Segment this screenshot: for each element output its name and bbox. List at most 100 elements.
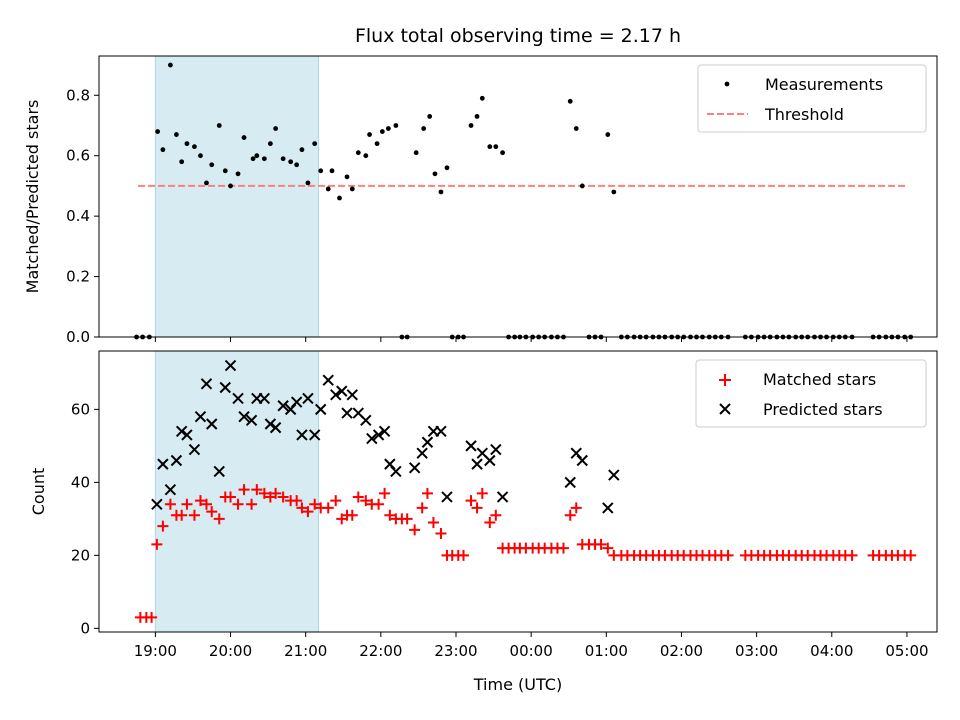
predicted-star-point [188, 443, 201, 456]
matched-star-point [258, 487, 270, 499]
x-tick-label: 23:00 [434, 642, 477, 660]
matched-star-point [330, 495, 342, 507]
predicted-star-point [269, 421, 282, 434]
matched-star-point [379, 487, 391, 499]
top-observing-span [154, 55, 319, 338]
predicted-star-point [157, 458, 169, 470]
measurement-point [179, 159, 185, 165]
legend-matched-marker [719, 374, 731, 386]
measurement-point [192, 144, 197, 150]
matched-star-point [157, 520, 169, 532]
measurement-point [363, 153, 369, 159]
predicted-star-point [564, 476, 576, 489]
legend-measurements-label: Measurements [765, 75, 883, 94]
measurement-point [374, 141, 380, 147]
measurement-point [444, 165, 450, 171]
matched-star-point [200, 498, 212, 510]
bottom-y-axis-label: Count [29, 468, 48, 516]
measurement-point [385, 126, 391, 131]
matched-star-point [373, 498, 385, 510]
matched-star-point [291, 495, 303, 507]
measurement-point [337, 195, 342, 201]
predicted-star-point [181, 429, 193, 441]
measurement-point [421, 126, 427, 131]
y-tick-label: 0.2 [66, 268, 90, 286]
x-tick-label: 05:00 [885, 642, 928, 660]
predicted-star-point [378, 425, 391, 437]
predicted-star-point [194, 410, 207, 423]
x-tick-label: 02:00 [660, 642, 703, 660]
x-tick-label: 19:00 [134, 642, 177, 660]
predicted-star-point [576, 454, 588, 467]
predicted-star-point [366, 432, 378, 445]
predicted-star-point [435, 425, 447, 437]
predicted-star-point [290, 396, 303, 408]
predicted-star-point [465, 440, 477, 452]
matched-star-point [346, 509, 358, 521]
measurement-point [427, 114, 433, 119]
matched-star-point [564, 509, 576, 521]
predicted-star-point [441, 491, 453, 503]
matched-star-point [465, 495, 477, 507]
top-axes-frame [98, 55, 938, 338]
matched-star-point [151, 538, 163, 550]
matched-star-point [194, 495, 206, 507]
predicted-star-point [608, 469, 620, 481]
predicted-star-point [421, 436, 434, 448]
top-legend-box [697, 64, 927, 133]
predicted-star-point [372, 429, 385, 441]
matched-star-point [238, 484, 250, 496]
measurement-point [241, 135, 247, 140]
predicted-star-point [602, 502, 614, 514]
predicted-star-point [490, 443, 502, 456]
matched-star-point [905, 549, 917, 561]
x-axis-label: Time (UTC) [473, 675, 562, 694]
y-tick-label: 0 [80, 619, 90, 637]
matched-star-point [570, 502, 582, 514]
matched-star-point [471, 502, 483, 514]
bottom-axes-frame [98, 350, 938, 633]
measurement-point [254, 153, 260, 159]
matched-star-point [421, 487, 433, 499]
measurement-point [235, 171, 241, 177]
measurement-point [487, 144, 493, 150]
measurement-point [222, 168, 228, 174]
measurement-point [184, 141, 190, 147]
predicted-star-point [484, 454, 496, 467]
predicted-star-point [308, 429, 321, 441]
bottom-panel: 0 20 40 60 19:00 20:00 21:00 22:00 23:00 00:00 01… [29, 350, 938, 694]
predicted-star-point [264, 418, 277, 430]
legend-matched-label: Matched stars [763, 370, 876, 389]
predicted-star-point [471, 458, 483, 470]
measurement-point [204, 180, 209, 186]
predicted-star-point [302, 392, 314, 405]
x-tick-label: 22:00 [359, 642, 402, 660]
predicted-star-point [206, 418, 218, 430]
measurement-point [344, 174, 350, 180]
x-tick-label: 20:00 [209, 642, 252, 660]
matched-star-point [232, 498, 244, 510]
x-tick-label: 04:00 [810, 642, 853, 660]
measurement-point [479, 95, 485, 101]
measurement-point [198, 153, 203, 159]
y-tick-label: 20 [71, 546, 90, 564]
measurement-point [209, 162, 215, 168]
predicted-star-point [322, 374, 334, 386]
matched-star-point [435, 527, 447, 539]
matched-star-point [296, 502, 308, 514]
top-legend: Measurements Threshold [697, 64, 927, 133]
measurement-point [318, 168, 324, 174]
measurement-point [611, 189, 617, 195]
measurement-point [500, 150, 505, 156]
measurement-point [160, 147, 166, 153]
top-y-ticks: 0.0 0.2 0.4 0.6 0.8 [66, 86, 99, 346]
measurement-point [349, 186, 355, 192]
matched-star-point [206, 506, 218, 518]
predicted-star-point [213, 465, 225, 478]
y-tick-label: 0.8 [66, 86, 90, 104]
y-tick-label: 0.0 [66, 328, 90, 346]
measurement-point [379, 129, 385, 134]
predicted-star-point [175, 425, 188, 437]
measurement-point [393, 123, 399, 128]
